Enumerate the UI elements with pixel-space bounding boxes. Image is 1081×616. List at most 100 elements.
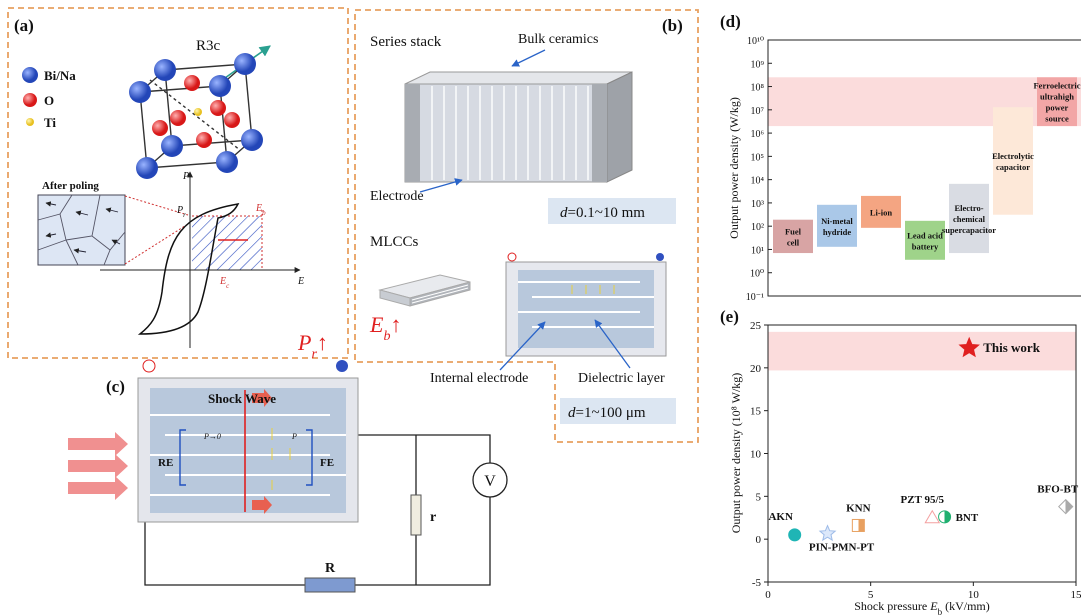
point-label: This work [983,340,1040,355]
electrodes [150,414,346,496]
legend-atom [22,67,38,83]
label: MLCCs [370,234,419,250]
wall [65,239,79,266]
category-label: hydride [823,227,852,237]
energy-area [192,216,262,270]
wire [355,434,491,463]
wave-label: Shock Wave [208,391,276,406]
label-part: b [938,607,943,616]
label: Series stack [370,34,442,50]
subscript: c [226,282,230,290]
subscript: r [311,347,317,362]
axes-frame [767,39,1081,297]
category-label: Ni-metal [821,216,853,226]
symbol: E [255,203,262,214]
subscript: r [183,211,186,219]
resistor-label: R [325,561,336,576]
label-part: (kV/mm) [942,599,990,613]
label: Bulk ceramics [518,32,598,47]
pointer [499,321,546,371]
terminal-plus [142,359,156,373]
guide-line [124,223,189,265]
atom [209,75,231,97]
point [958,336,980,358]
dipole [73,248,87,254]
y-axis-label: Output power density (10⁸ W/kg) [729,373,743,534]
arrow: ↑ [390,312,401,337]
highlight-band [768,331,1076,371]
caption: Eb↑ [369,312,401,344]
bracket [306,429,313,486]
panel-tag: (d) [720,12,741,31]
resistor-r [410,494,422,536]
legend-label: Ti [44,115,56,130]
region-label: FE [320,457,334,469]
symbol: d [560,205,568,221]
device-body [150,388,346,513]
category-label: Lead acid [907,230,943,240]
dipole [75,210,89,216]
panel-tag: (e) [720,307,739,326]
cell-diagonal [149,79,241,151]
y-tick-label: 10² [751,222,764,233]
shock-arrow [252,496,272,514]
y-tick-label: 10⁸ [751,83,765,94]
atom [196,132,212,148]
terminal-minus [336,360,348,372]
pointer [511,49,546,67]
y-tick-label: 20 [750,363,762,375]
panel-tag: (a) [14,16,34,35]
x-tick-label: 0 [765,589,771,601]
atom [216,151,238,173]
wave-arrow [68,476,128,500]
y-tick-label: 10⁻¹ [746,292,764,303]
arrow: ↑ [317,330,328,355]
wave-arrow [68,432,128,456]
x-tick-label: 10 [968,589,980,601]
point-label: KNN [846,502,871,514]
category-label: power [1046,103,1069,113]
shock-arrow [252,389,272,407]
point [818,524,837,542]
value-text: =1~100 μm [576,405,646,421]
range-bar [949,183,989,254]
eb-label: Eb [255,203,266,217]
axis-label: P [182,171,189,182]
point-label: BNT [956,512,979,524]
bracket [179,429,186,486]
atom [224,112,240,128]
legend-atom [23,93,37,107]
inset-title: After poling [42,180,99,192]
panel-tag: (c) [106,377,125,396]
ec-label: Ec [219,276,230,290]
terminal-minus [656,253,664,261]
atom [194,108,202,116]
y-tick-label: 25 [750,320,762,332]
panel-tag: (b) [662,16,683,35]
x-axis-label: Shock pressure Eb (kV/mm) [854,599,990,616]
y-tick-label: 10³ [751,199,764,210]
domain-inset [37,194,126,266]
region-label: RE [158,457,173,469]
x-tick-label: 5 [868,589,874,601]
y-tick-label: 10⁷ [751,106,765,117]
category-label: Ferroelectric [1033,81,1080,91]
legend-label: O [44,93,54,108]
end-plate [592,84,607,182]
polarization-label: P [291,432,297,441]
point [938,510,952,524]
atom [241,129,263,151]
subscript: b [383,329,390,344]
phase-label: R3c [196,38,221,54]
range-bar [773,219,813,254]
symbol: P [297,330,311,355]
chip-layers [411,284,469,304]
dimension-box [560,398,676,424]
y-tick-label: 10⁵ [751,152,765,163]
panel-b: (b) Series stack Bulk ceramics Electrode… [354,9,699,443]
caption: Pr↑ [297,330,328,362]
